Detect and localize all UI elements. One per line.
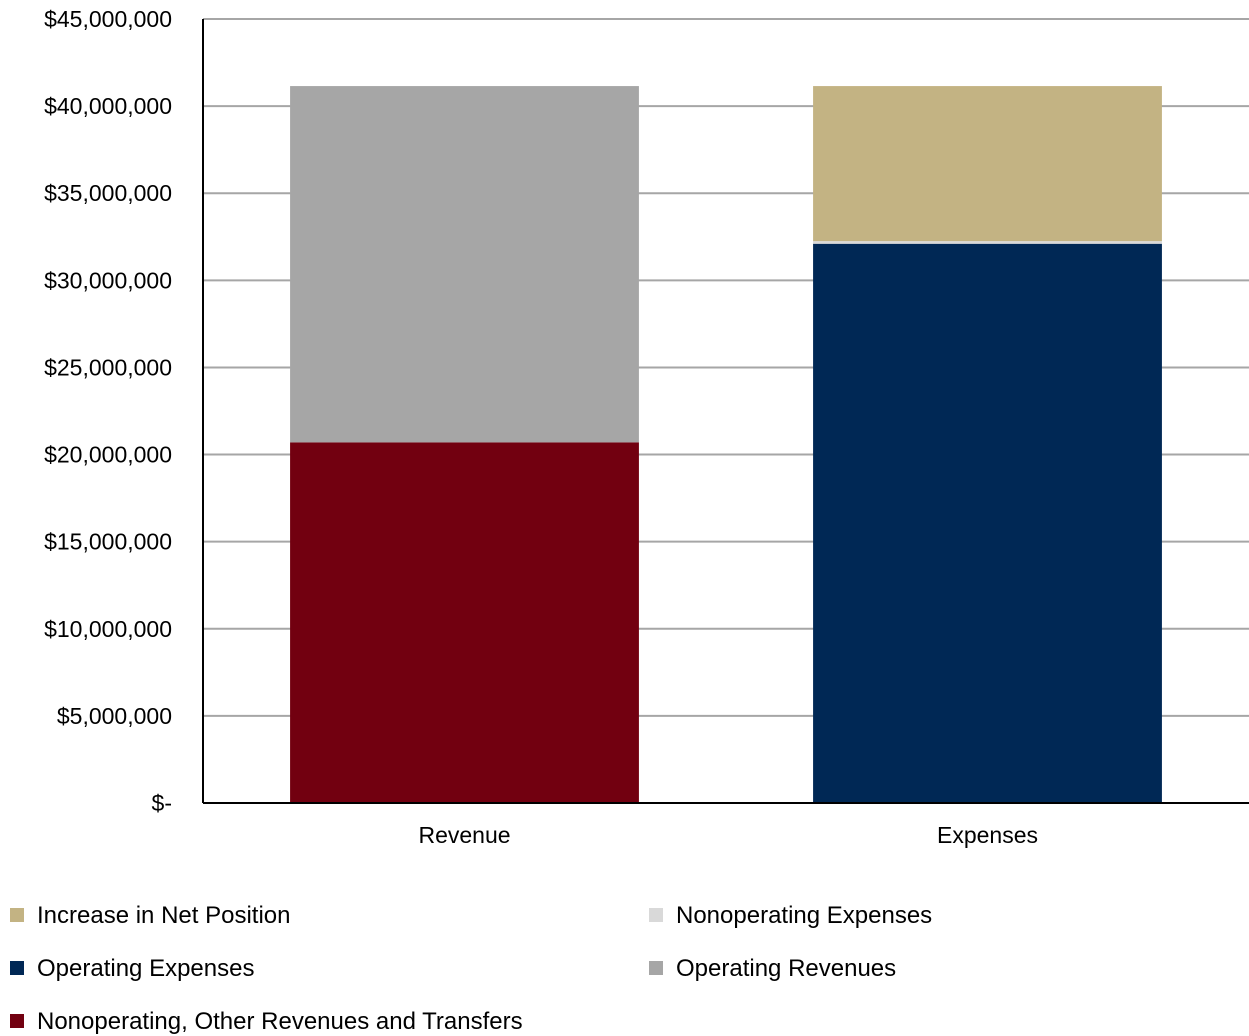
legend-item: Operating Expenses [10, 955, 254, 982]
y-tick-label: $- [152, 790, 172, 816]
bar-segment [813, 86, 1162, 242]
legend-label: Nonoperating Expenses [676, 902, 932, 929]
y-tick-label: $40,000,000 [44, 93, 172, 119]
legend: Increase in Net Position Nonoperating Exp… [10, 902, 932, 1035]
y-tick-label: $10,000,000 [44, 616, 172, 642]
category-label: Revenue [418, 822, 510, 848]
legend-swatch [10, 1014, 24, 1028]
y-tick-label: $25,000,000 [44, 354, 172, 380]
legend-item: Nonoperating Expenses [649, 902, 932, 929]
bar-segment [813, 241, 1162, 244]
y-tick-label: $30,000,000 [44, 267, 172, 293]
legend-swatch [649, 908, 663, 922]
legend-label: Operating Revenues [676, 955, 896, 982]
legend-label: Increase in Net Position [37, 902, 290, 929]
y-tick-label: $35,000,000 [44, 180, 172, 206]
legend-item: Nonoperating, Other Revenues and Transfe… [10, 1008, 523, 1035]
category-label: Expenses [937, 822, 1038, 848]
bar-segment [290, 442, 639, 803]
bar-segment [290, 86, 639, 443]
axes [202, 19, 1249, 804]
legend-item: Increase in Net Position [10, 902, 290, 929]
legend-label: Nonoperating, Other Revenues and Transfe… [37, 1008, 523, 1035]
y-tick-label: $5,000,000 [57, 703, 172, 729]
category-labels: Revenue Expenses [418, 822, 1038, 848]
legend-swatch [649, 961, 663, 975]
y-tick-label: $20,000,000 [44, 442, 172, 468]
y-tick-labels: $- $5,000,000 $10,000,000 $15,000,000 $20,00… [44, 6, 172, 816]
legend-label: Operating Expenses [37, 955, 254, 982]
y-tick-label: $15,000,000 [44, 529, 172, 555]
y-tick-label: $45,000,000 [44, 6, 172, 32]
bars [290, 86, 1162, 803]
legend-swatch [10, 961, 24, 975]
legend-swatch [10, 908, 24, 922]
legend-item: Operating Revenues [649, 955, 896, 982]
bar-segment [813, 243, 1162, 803]
